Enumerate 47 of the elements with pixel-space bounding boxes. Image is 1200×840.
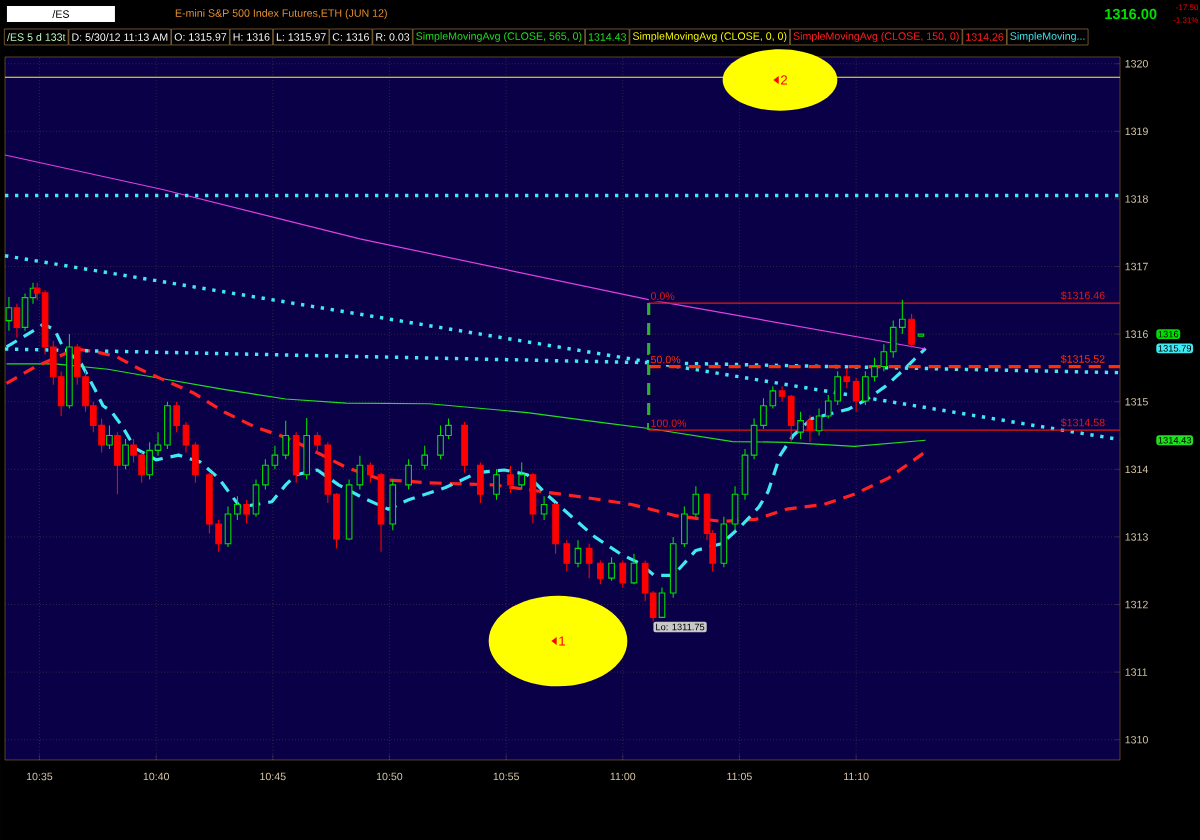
- chart-title: E-mini S&P 500 Index Futures,ETH (JUN 12): [175, 9, 387, 19]
- annotation: $1316.46: [1060, 291, 1105, 300]
- x-tick-label: 10:45: [260, 772, 286, 781]
- text: SimpleMovingAvg (CLOSE, 150, 0): [793, 32, 959, 42]
- annotation: 50.0%: [650, 355, 681, 364]
- text: 1315.79: [1158, 345, 1192, 352]
- x-tick-label: 10:40: [143, 772, 170, 781]
- annotation: 2: [780, 75, 787, 85]
- text: D: 5/30/12 11:13 AM: [72, 33, 168, 41]
- annotation: Lo: 1311.75: [656, 623, 705, 631]
- text: L: 1315.97: [276, 33, 326, 41]
- y-tick-label: 1319: [1125, 127, 1148, 136]
- text: 1314.26: [966, 33, 1004, 41]
- y-tick-label: 1311: [1125, 668, 1148, 676]
- annotation: 1: [559, 636, 566, 646]
- text: SimpleMovingAvg (CLOSE, 565, 0): [416, 32, 582, 42]
- text: O: 1315.97: [174, 33, 227, 41]
- text: R: 0.03: [376, 33, 410, 41]
- annotation: $1314.58: [1060, 418, 1105, 427]
- annotation: $1315.52: [1060, 354, 1105, 364]
- chart-subtitle: /ES 5 d 133t: [7, 33, 66, 41]
- x-tick-label: 11:10: [844, 772, 869, 781]
- y-tick-label: 1315: [1125, 397, 1148, 406]
- x-tick-label: 11:05: [727, 772, 752, 781]
- y-tick-label: 1313: [1125, 533, 1148, 541]
- x-tick-label: 10:50: [376, 772, 403, 781]
- x-tick-label: 10:35: [26, 772, 53, 781]
- text: H: 1316: [233, 33, 270, 41]
- y-tick-label: 1314: [1125, 465, 1149, 474]
- text: 1316: [1158, 330, 1179, 338]
- text: 1316.00: [1105, 8, 1157, 20]
- annotation: 0.0%: [650, 292, 675, 300]
- y-tick-label: 1320: [1125, 59, 1148, 68]
- y-tick-label: 1310: [1125, 735, 1148, 744]
- text: SimpleMovingAvg (CLOSE, 0, 0): [632, 32, 787, 42]
- text: C: 1316: [332, 33, 369, 41]
- y-tick-label: 1312: [1125, 600, 1148, 609]
- y-tick-label: 1318: [1125, 195, 1148, 203]
- text: SimpleMoving...: [1010, 32, 1085, 42]
- y-tick-label: 1316: [1125, 330, 1148, 338]
- text: 1314.43: [588, 33, 626, 41]
- annotation: 100.0%: [651, 419, 687, 427]
- x-tick-label: 10:55: [493, 772, 520, 781]
- x-tick-label: 11:00: [610, 772, 636, 781]
- text: /ES: [52, 10, 70, 18]
- text: 1314.43: [1158, 436, 1192, 444]
- y-tick-label: 1317: [1125, 262, 1148, 271]
